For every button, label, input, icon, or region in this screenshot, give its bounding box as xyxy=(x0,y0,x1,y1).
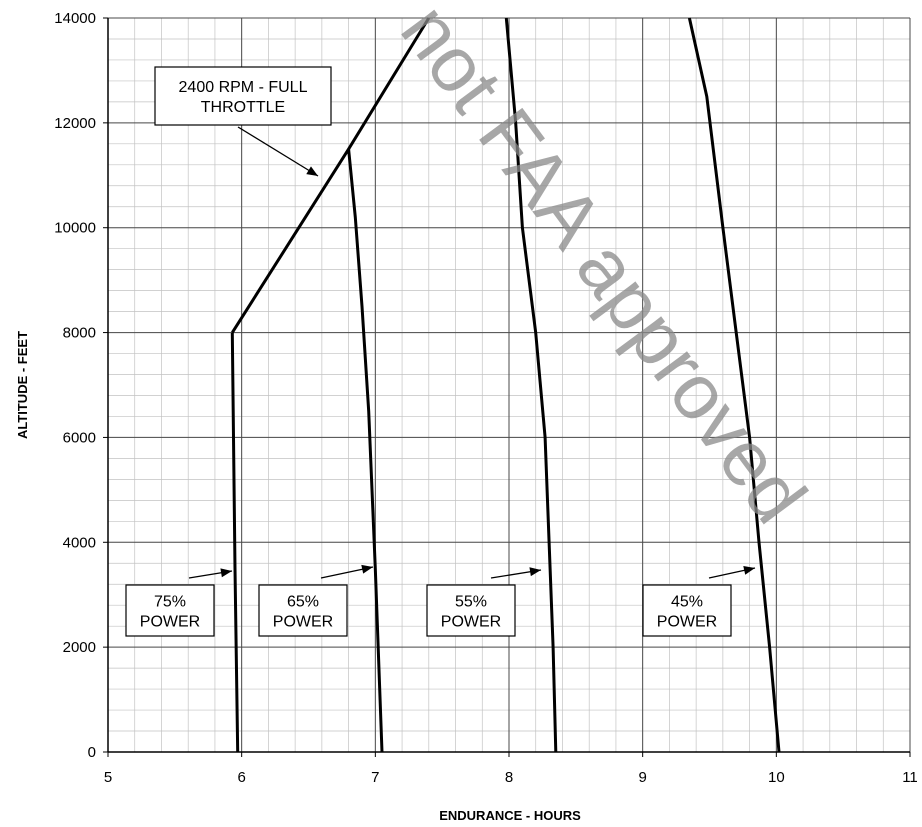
annotation-text-p65: 65% xyxy=(287,594,319,611)
annotation-box-p55 xyxy=(426,584,516,637)
x-tick-label: 9 xyxy=(638,769,646,786)
x-tick-label: 8 xyxy=(505,769,513,786)
series-line-55-power xyxy=(504,17,558,753)
y-tick-label: 12000 xyxy=(54,115,96,132)
annotation-box-fullthrottle xyxy=(154,66,332,126)
x-axis-title: ENDURANCE - HOURS xyxy=(439,808,581,823)
x-tick-label: 11 xyxy=(902,769,918,786)
annotation-text-fullthrottle: 2400 RPM - FULL xyxy=(179,79,308,96)
series-line-45-power xyxy=(687,17,781,753)
annotation-text-p75: POWER xyxy=(140,614,200,631)
series-line-65-power xyxy=(347,148,384,753)
arrowhead-p75 xyxy=(220,568,232,578)
annotation-box-p75 xyxy=(125,584,215,637)
y-tick-label: 0 xyxy=(88,744,96,761)
series-line-2400-rpm-full-throttle xyxy=(231,17,431,334)
annotations: 2400 RPM - FULL THROTTLE 75% POWER 65% POWER 5… xyxy=(125,66,756,637)
annotation-text-p75: 75% xyxy=(154,594,186,611)
y-tick-label: 6000 xyxy=(63,429,96,446)
arrowhead-fullthrottle xyxy=(306,166,318,176)
axes: 5 6 7 8 9 10 11 0 2000 4000 6000 8000 10000 12000 1400… xyxy=(54,10,918,786)
annotation-box-p45 xyxy=(642,584,732,637)
annotation-text-fullthrottle: THROTTLE xyxy=(201,99,285,116)
annotation-text-p55: POWER xyxy=(441,614,501,631)
x-tick-label: 7 xyxy=(371,769,379,786)
y-tick-label: 10000 xyxy=(54,220,96,237)
annotation-box-p65 xyxy=(258,584,348,637)
y-tick-label: 14000 xyxy=(54,10,96,27)
annotation-text-p45: 45% xyxy=(671,594,703,611)
annotation-text-p55: 55% xyxy=(455,594,487,611)
arrowhead-p55 xyxy=(529,567,541,577)
leader-line-fullthrottle xyxy=(237,126,319,177)
y-tick-label: 8000 xyxy=(63,325,96,342)
x-tick-label: 6 xyxy=(237,769,245,786)
x-tick-label: 10 xyxy=(768,769,785,786)
annotation-text-p45: POWER xyxy=(657,614,717,631)
x-tick-label: 5 xyxy=(104,769,112,786)
series-line-75-power xyxy=(230,332,240,753)
y-tick-label: 4000 xyxy=(63,534,96,551)
y-tick-label: 2000 xyxy=(63,639,96,656)
arrowhead-p65 xyxy=(361,564,373,574)
arrowhead-p45 xyxy=(743,565,755,575)
series-lines xyxy=(230,17,781,753)
y-axis-title: ALTITUDE - FEET xyxy=(15,331,30,439)
annotation-text-p65: POWER xyxy=(273,614,333,631)
